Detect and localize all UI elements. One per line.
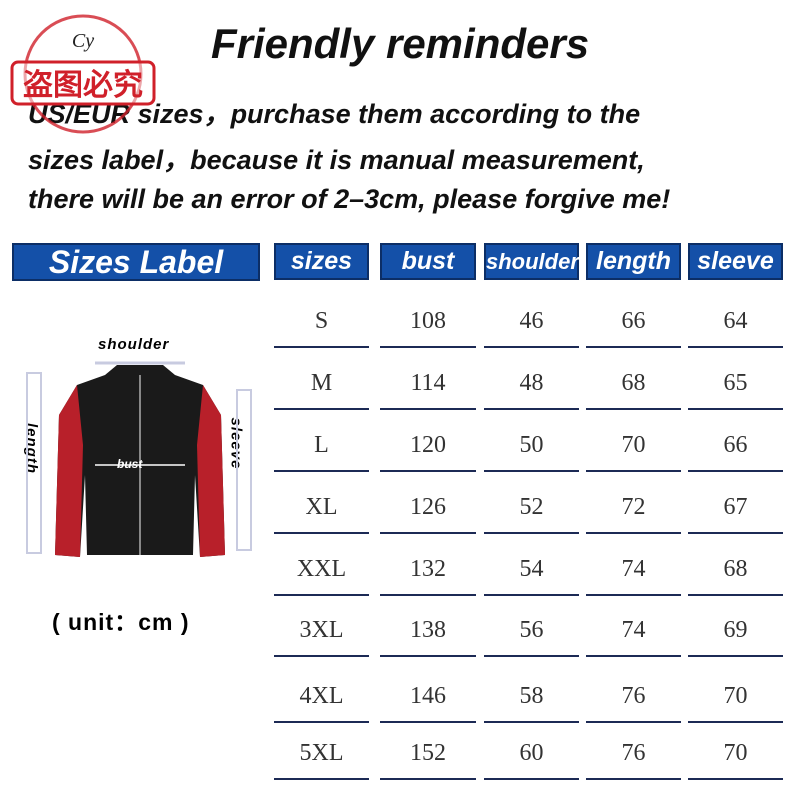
cell-sizes: 3XL: [299, 617, 344, 643]
row-divider: [586, 655, 681, 657]
cell-length: 76: [621, 683, 646, 709]
row-divider: [274, 346, 369, 348]
header-length: length: [586, 243, 681, 280]
row-divider: [380, 408, 476, 410]
jacket-image: bust: [26, 361, 252, 557]
row-divider: [484, 346, 579, 348]
cell-shoulder: 46: [519, 308, 544, 334]
row-divider: [688, 655, 783, 657]
cell-shoulder: 60: [519, 740, 544, 766]
cell-length: 66: [621, 308, 646, 334]
cell-bust: 138: [410, 617, 446, 643]
cell-sleeve: 70: [723, 683, 748, 709]
row-divider: [484, 408, 579, 410]
cell-sleeve: 67: [723, 494, 748, 520]
row-divider: [586, 778, 681, 780]
row-divider: [484, 721, 579, 723]
header-sizes: sizes: [274, 243, 369, 280]
row-divider: [484, 532, 579, 534]
cell-sizes: S: [314, 308, 329, 334]
page-title: Friendly reminders: [210, 20, 590, 67]
cell-shoulder: 52: [519, 494, 544, 520]
cell-shoulder: 50: [519, 432, 544, 458]
row-divider: [688, 408, 783, 410]
cell-sizes: XXL: [296, 556, 347, 582]
notice-line-2: sizes label，because it is manual measure…: [28, 145, 645, 175]
row-divider: [380, 721, 476, 723]
cell-sizes: 5XL: [299, 740, 344, 766]
row-divider: [688, 594, 783, 596]
cell-bust: 120: [410, 432, 446, 458]
cell-bust: 114: [410, 370, 446, 396]
row-divider: [688, 721, 783, 723]
header-bust: bust: [380, 243, 476, 280]
row-divider: [380, 470, 476, 472]
row-divider: [274, 594, 369, 596]
row-divider: [586, 594, 681, 596]
row-divider: [586, 532, 681, 534]
cell-shoulder: 56: [519, 617, 544, 643]
row-divider: [274, 532, 369, 534]
row-divider: [688, 470, 783, 472]
row-divider: [274, 408, 369, 410]
cell-length: 74: [621, 556, 646, 582]
cell-sleeve: 69: [723, 617, 748, 643]
header-sleeve: sleeve: [688, 243, 783, 280]
svg-text:Cy: Cy: [72, 30, 94, 52]
row-divider: [274, 778, 369, 780]
cell-sizes: M: [310, 370, 333, 396]
cell-sleeve: 70: [723, 740, 748, 766]
cell-bust: 108: [410, 308, 446, 334]
row-divider: [274, 470, 369, 472]
cell-length: 72: [621, 494, 646, 520]
cell-sleeve: 68: [723, 556, 748, 582]
cell-sleeve: 66: [723, 432, 748, 458]
row-divider: [484, 778, 579, 780]
row-divider: [688, 778, 783, 780]
svg-text:盗图必究: 盗图必究: [23, 68, 143, 103]
row-divider: [380, 778, 476, 780]
cell-bust: 152: [410, 740, 446, 766]
row-divider: [274, 655, 369, 657]
row-divider: [688, 532, 783, 534]
header-shoulder: shoulder: [484, 243, 579, 280]
row-divider: [484, 655, 579, 657]
row-divider: [380, 532, 476, 534]
row-divider: [380, 655, 476, 657]
cell-length: 76: [621, 740, 646, 766]
notice-line-3: there will be an error of 2–3cm, please …: [28, 184, 671, 214]
unit-label: ( unit：cm ): [52, 609, 190, 635]
row-divider: [586, 470, 681, 472]
row-divider: [380, 346, 476, 348]
row-divider: [586, 408, 681, 410]
row-divider: [484, 470, 579, 472]
cell-length: 74: [621, 617, 646, 643]
sizes-label-banner: Sizes Label: [12, 243, 260, 281]
row-divider: [380, 594, 476, 596]
cell-bust: 146: [410, 683, 446, 709]
shoulder-label: shoulder: [98, 336, 170, 353]
cell-shoulder: 58: [519, 683, 544, 709]
row-divider: [274, 721, 369, 723]
cell-shoulder: 48: [519, 370, 544, 396]
row-divider: [484, 594, 579, 596]
cell-length: 70: [621, 432, 646, 458]
cell-sizes: 4XL: [299, 683, 344, 709]
cell-length: 68: [621, 370, 646, 396]
cell-sizes: XL: [305, 494, 338, 520]
cell-shoulder: 54: [519, 556, 544, 582]
row-divider: [586, 346, 681, 348]
watermark-stamp: Cy 盗图必究: [10, 14, 156, 134]
row-divider: [688, 346, 783, 348]
cell-sizes: L: [314, 432, 329, 458]
cell-bust: 132: [410, 556, 446, 582]
svg-text:bust: bust: [117, 457, 143, 471]
cell-sleeve: 65: [723, 370, 748, 396]
cell-bust: 126: [410, 494, 446, 520]
cell-sleeve: 64: [723, 308, 748, 334]
row-divider: [586, 721, 681, 723]
